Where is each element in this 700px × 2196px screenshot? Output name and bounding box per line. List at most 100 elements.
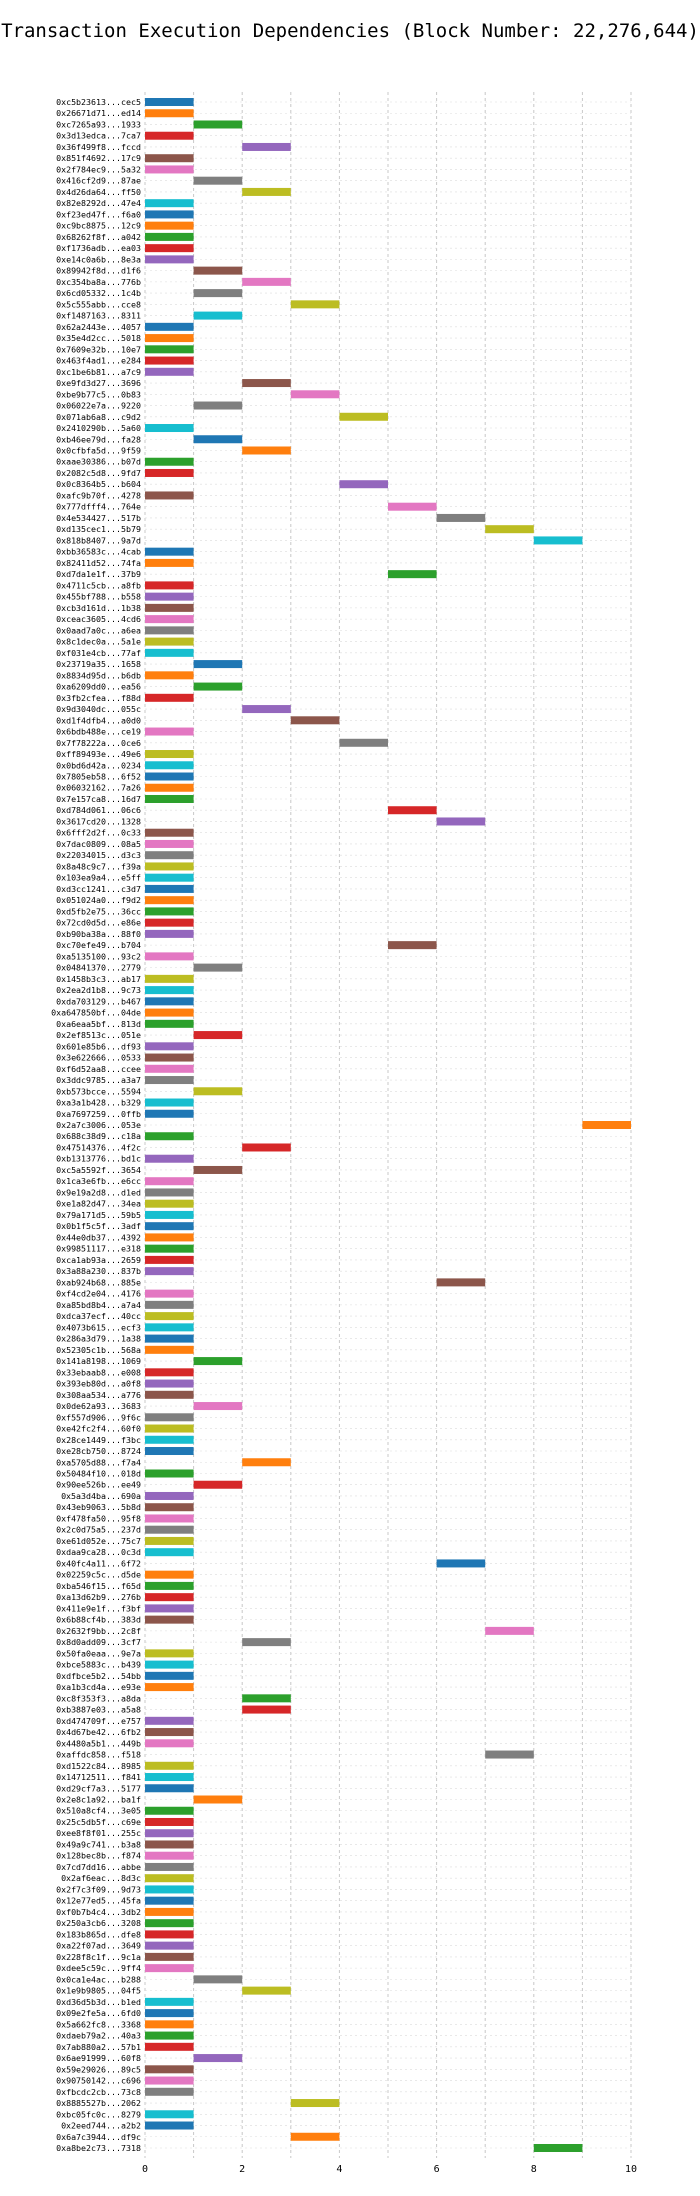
dependency-bar [145,1312,194,1321]
dependency-bar [290,716,340,725]
y-tick-label: 0x7e157ca8...16d7 [56,794,141,804]
dependency-bar [145,1345,194,1354]
dependency-bar [145,918,194,927]
dependency-bar [242,187,291,196]
y-tick-label: 0xc1be6b81...a7c9 [56,367,141,377]
y-tick-label: 0xa6eaa5bf...813d [56,1019,141,1029]
y-tick-label: 0x4711c5cb...a8fb [56,580,141,590]
y-tick-label: 0x0bd6d42a...0234 [56,760,141,770]
y-tick-label: 0xc5a5592f...3654 [56,1165,141,1175]
y-tick-label: 0x455bf788...b558 [56,592,141,602]
chart-title: Transaction Execution Dependencies (Bloc… [1,20,699,42]
y-tick-label: 0x3e622666...0533 [56,1053,141,1063]
dependency-bar [388,502,437,511]
y-tick-label: 0x8d0add09...3cf7 [56,1637,141,1647]
dependency-bar [145,1907,194,1916]
dependency-bar [339,412,388,421]
dependency-bar [145,424,194,433]
dependency-bar [193,401,243,410]
dependency-bar [145,592,194,601]
y-tick-label: 0x286a3d79...1a38 [56,1334,141,1344]
dependency-bar [485,525,534,534]
y-tick-label: 0xc70efe49...b704 [56,940,141,950]
y-tick-label: 0xf23ed47f...f6a0 [56,209,141,219]
dependency-bar [145,356,194,365]
dependency-bar [145,1334,194,1343]
dependency-bar [193,266,243,275]
dependency-bar [193,1795,243,1804]
y-tick-label: 0x7dac0809...08a5 [56,839,141,849]
y-tick-label: 0xceac3605...4cd6 [56,614,141,624]
dependency-bar [242,446,291,455]
y-tick-label: 0xcb3d161d...1b38 [56,603,141,613]
y-tick-label: 0x6a7c3944...df9c [56,2132,141,2142]
y-tick-label: 0x1458b3c3...ab17 [56,974,141,984]
dependency-bar [145,1042,194,1051]
y-tick-label: 0x2af6eac...8d3c [61,1873,141,1883]
y-tick-label: 0x26671d71...ed14 [56,108,141,118]
y-tick-label: 0x128bec8b...f874 [56,1851,141,1861]
dependency-bar [145,896,194,905]
y-tick-label: 0x62a2443e...4057 [56,322,141,332]
y-tick-label: 0xbe9b77c5...0b83 [56,389,141,399]
y-tick-label: 0x141a8198...1069 [56,1356,141,1366]
dependency-bar [145,1739,194,1748]
y-tick-label: 0xf1736adb...ea03 [56,243,141,253]
dependency-bar [145,1447,194,1456]
dependency-bar [193,682,243,691]
dependency-bar [145,1244,194,1253]
y-tick-label: 0xc5b23613...cec5 [56,97,141,107]
dependency-bar [145,581,194,590]
dependency-bar [145,131,194,140]
dependency-bar [290,390,340,399]
dependency-bar [145,794,194,803]
dependency-bar [145,626,194,635]
dependency-bar [145,1177,194,1186]
y-tick-label: 0x6fff2d2f...0c33 [56,828,141,838]
dependency-bar [145,952,194,961]
y-tick-label: 0xda703129...b467 [56,996,141,1006]
y-tick-label: 0x601e85b6...df93 [56,1041,141,1051]
y-tick-label: 0x3fb2cfea...f88d [56,693,141,703]
dependency-bar [145,693,194,702]
y-tick-label: 0xbb36583c...4cab [56,547,141,557]
dependency-bar [145,2065,194,2074]
y-tick-label: 0x688c38d9...c18a [56,1131,141,1141]
y-tick-label: 0x9d3040dc...055c [56,704,141,714]
y-tick-label: 0xdaeb79a2...40a3 [56,2031,141,2041]
dependency-bar [533,536,583,545]
y-tick-label: 0xa1b3cd4a...e93e [56,1682,141,1692]
y-tick-label: 0xe61d052e...75c7 [56,1536,141,1546]
y-tick-label: 0xa13d62b9...276b [56,1592,141,1602]
y-tick-label: 0xf478fa50...95f8 [56,1513,141,1523]
dependency-bar [145,1593,194,1602]
y-tick-label: 0x33ebaab8...e008 [56,1367,141,1377]
dependency-bar [242,277,291,286]
dependency-bar [145,1862,194,1871]
y-tick-label: 0xc8f353f3...a8da [56,1693,141,1703]
dependency-bar [193,1031,243,1040]
dependency-bar [145,783,194,792]
dependency-bar [145,1671,194,1680]
dependency-bar [145,210,194,219]
y-tick-label: 0x4d67be42...6fb2 [56,1727,141,1737]
dependency-bar [145,1840,194,1849]
dependency-bar [145,1716,194,1725]
dependency-bar [145,1536,194,1545]
x-tick-label: 2 [239,2164,245,2175]
dependency-bar [145,491,194,500]
dependency-bar [193,289,243,298]
dependency-bar [145,1784,194,1793]
dependency-bar [145,547,194,556]
dependency-bar [145,603,194,612]
dependency-bar [145,1548,194,1557]
y-tick-label: 0x0c8364b5...b604 [56,479,141,489]
y-tick-label: 0xa7697259...0ffb [56,1109,141,1119]
dependency-bar [145,1525,194,1534]
y-tick-label: 0x7805eb58...6f52 [56,772,141,782]
dependency-bar [145,232,194,241]
y-tick-label: 0x2632f9bb...2c8f [56,1626,141,1636]
y-tick-label: 0x82e8292d...47e4 [56,198,141,208]
y-tick-label: 0xd135cec1...5b79 [56,524,141,534]
